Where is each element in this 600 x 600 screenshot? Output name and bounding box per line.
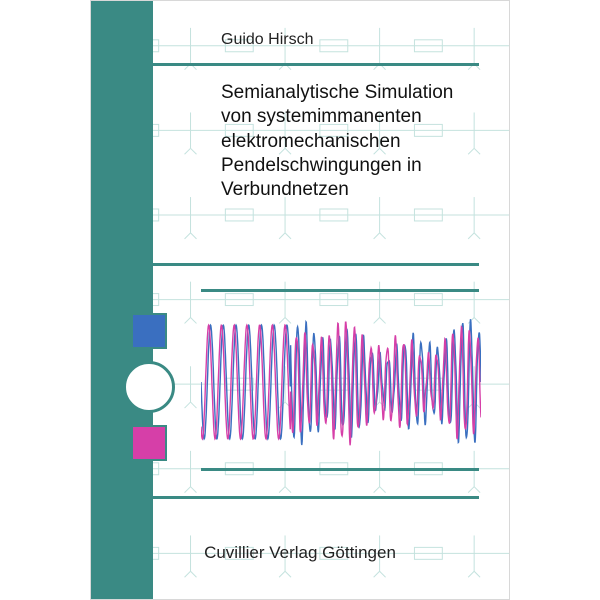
publisher-name: Cuvillier Verlag Göttingen	[91, 543, 509, 563]
divider-rule	[201, 468, 479, 471]
blue-square-icon	[131, 313, 167, 349]
teal-sidebar	[91, 1, 153, 599]
divider-rule	[201, 289, 479, 292]
divider-rule	[153, 496, 479, 499]
generator-circle-icon	[123, 361, 175, 413]
divider-rule	[153, 63, 479, 66]
author-name: Guido Hirsch	[221, 31, 313, 49]
divider-rule	[153, 263, 479, 266]
generator-symbol	[123, 313, 175, 461]
magenta-square-icon	[131, 425, 167, 461]
oscillation-waveform	[201, 311, 481, 453]
book-title: Semianalytische Simulation von systemimm…	[221, 81, 461, 203]
connector-line	[148, 413, 151, 425]
connector-line	[148, 349, 151, 361]
book-cover: Guido Hirsch Semianalytische Simulation …	[90, 0, 510, 600]
